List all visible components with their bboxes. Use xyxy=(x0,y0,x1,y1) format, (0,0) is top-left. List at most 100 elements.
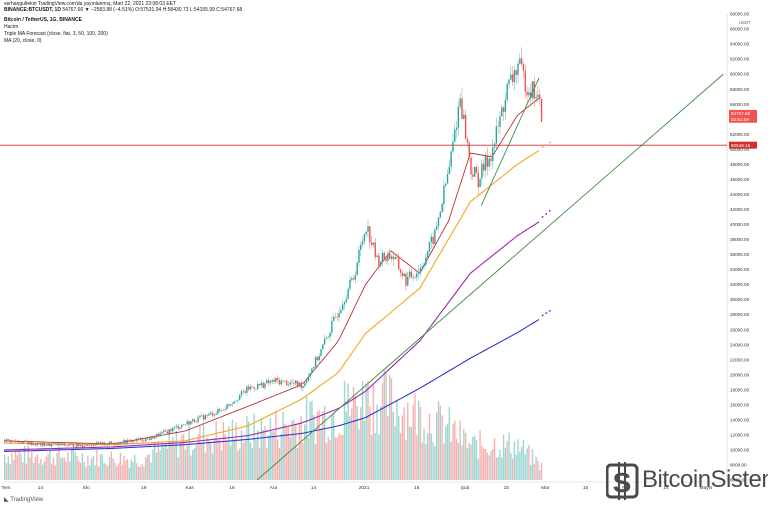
x-tick-label: 2021 xyxy=(359,485,370,491)
candle-body xyxy=(298,382,301,387)
y-unit-label: USDT xyxy=(739,20,751,25)
candle-body xyxy=(497,126,499,127)
indicator-triple-ma[interactable]: Triple MA Forecast (close, flat, 3, 50, … xyxy=(4,31,108,37)
volume-bar xyxy=(370,434,373,480)
volume-bar xyxy=(130,459,132,480)
candle-body xyxy=(412,277,414,278)
candle-body xyxy=(208,413,210,416)
y-tick-label: 24000.00 xyxy=(730,342,750,347)
volume-bar xyxy=(150,462,152,480)
volume-bar xyxy=(16,455,19,480)
forecast-dot xyxy=(541,146,544,148)
volume-bar xyxy=(390,378,393,480)
candle-body xyxy=(29,441,31,445)
candle-body xyxy=(31,441,33,446)
candle-body xyxy=(237,399,239,401)
volume-bar xyxy=(388,375,391,480)
candle-body xyxy=(173,426,176,428)
volume-bar xyxy=(107,466,109,480)
candle-body xyxy=(14,440,17,442)
candle-body xyxy=(304,383,306,386)
forecast-dot xyxy=(548,309,551,312)
bitcoin-s-icon: S xyxy=(605,462,639,500)
volume-bar xyxy=(361,381,364,480)
candle-body xyxy=(318,355,320,361)
volume-bar xyxy=(285,427,288,480)
indicator-ma20[interactable]: MA (20, close, 0) xyxy=(4,38,42,44)
candle-body xyxy=(410,271,413,278)
volume-bar xyxy=(492,448,494,480)
volume-bar xyxy=(199,425,201,480)
volume-bar xyxy=(398,416,400,480)
volume-bar xyxy=(363,420,366,480)
y-tick-label: 64000.00 xyxy=(730,42,750,47)
volume-bar xyxy=(186,445,188,480)
volume-bar xyxy=(298,424,301,480)
candle-body xyxy=(36,443,38,446)
candle-body xyxy=(473,166,476,177)
candle-body xyxy=(258,383,261,386)
candle-body xyxy=(352,278,355,280)
y-tick-label: 18000.00 xyxy=(730,387,750,392)
candle-body xyxy=(475,166,478,173)
candle-body xyxy=(430,236,432,243)
y-tick-label: 36000.00 xyxy=(730,252,750,257)
candle-body xyxy=(314,357,317,368)
candle-body xyxy=(293,382,295,384)
forecast-dot xyxy=(548,141,551,144)
volume-bar xyxy=(36,454,38,480)
volume-bar xyxy=(454,420,456,480)
candle-body xyxy=(114,443,116,445)
candle-body xyxy=(367,226,369,232)
volume-bar xyxy=(242,442,244,480)
candle-body xyxy=(43,442,46,447)
volume-bar xyxy=(482,448,485,480)
y-tick-label: 48000.00 xyxy=(730,162,750,167)
candle-body xyxy=(112,443,114,444)
y-tick-label: 50000.00 xyxy=(730,147,750,152)
volume-bar xyxy=(49,450,51,480)
volume-bar xyxy=(349,416,351,480)
volume-bar xyxy=(134,454,136,480)
volume-bar xyxy=(322,411,324,480)
volume-bar xyxy=(87,455,89,480)
y-tick-label: 12000.00 xyxy=(730,433,750,438)
volume-bar xyxy=(450,441,452,480)
candle-body xyxy=(144,438,147,442)
candle-body xyxy=(275,377,277,382)
candle-body xyxy=(253,387,255,389)
volume-bar xyxy=(342,434,344,480)
volume-bar xyxy=(226,441,228,480)
candle-body xyxy=(490,158,492,162)
volume-bar xyxy=(416,435,418,480)
candle-body xyxy=(316,357,319,361)
candle-body xyxy=(529,92,532,98)
candle-body xyxy=(363,234,366,242)
volume-bar xyxy=(439,405,442,480)
volume-bar xyxy=(316,411,319,480)
candle-body xyxy=(143,440,145,442)
forecast-dot xyxy=(545,213,548,215)
indicator-volume[interactable]: Hacim xyxy=(4,24,19,30)
y-tick-label: 52000.00 xyxy=(730,132,750,137)
volume-bar xyxy=(376,404,378,480)
candle-body xyxy=(233,401,235,404)
volume-bar xyxy=(105,464,107,480)
volume-bar xyxy=(289,437,291,480)
volume-bar xyxy=(173,443,176,480)
candle-body xyxy=(222,410,225,411)
volume-bar xyxy=(211,453,214,480)
y-tick-label: 32000.00 xyxy=(730,282,750,287)
volume-bar xyxy=(257,430,259,480)
volume-bar xyxy=(99,453,102,480)
candle-body xyxy=(164,430,167,432)
candle-body xyxy=(492,147,494,162)
price-label-box xyxy=(729,115,757,123)
volume-bar xyxy=(358,429,360,480)
candle-body xyxy=(34,444,37,446)
volume-bar xyxy=(293,419,295,480)
y-tick-label: 14000.00 xyxy=(730,417,750,422)
volume-bar xyxy=(539,470,541,480)
volume-bar xyxy=(139,466,141,480)
